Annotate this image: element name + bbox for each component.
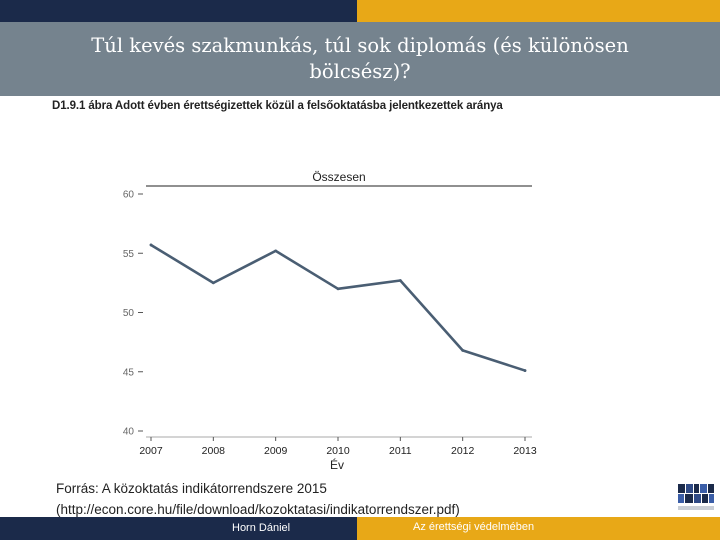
x-tick-label: 2009 xyxy=(264,445,288,457)
y-tick-label: 60 xyxy=(123,190,135,201)
series-line xyxy=(149,243,527,372)
x-tick-label: 2010 xyxy=(326,445,350,457)
data-point xyxy=(149,243,153,247)
data-point xyxy=(274,249,278,253)
institute-logo xyxy=(678,484,714,510)
y-tick-label: 55 xyxy=(123,249,135,260)
figure-title: D1.9.1 ábra Adott évben érettségizettek … xyxy=(52,100,503,112)
y-tick-label: 50 xyxy=(123,308,135,319)
data-point xyxy=(523,369,527,372)
y-tick-label: 40 xyxy=(123,427,135,438)
footer-bar-gold xyxy=(357,517,720,540)
footer-motto: Az érettségi védelmében xyxy=(413,521,535,533)
data-point xyxy=(398,279,402,282)
x-tick-label: 2008 xyxy=(202,445,226,457)
footer-author: Horn Dániel xyxy=(232,522,291,534)
x-tick-label: 2011 xyxy=(389,445,412,457)
top-bar-gold xyxy=(357,0,720,22)
x-tick-label: 2013 xyxy=(513,445,537,457)
footer-bar-dark xyxy=(0,517,357,540)
x-axis-title: Év xyxy=(330,457,344,472)
x-tick-label: 2012 xyxy=(451,445,475,457)
top-bar-dark xyxy=(0,0,357,22)
source-note: Forrás: A közoktatás indikátorrendszere … xyxy=(56,478,460,520)
x-tick-label: 2007 xyxy=(139,445,163,457)
chart-panel-title: Összesen xyxy=(312,170,365,184)
source-line-1: Forrás: A közoktatás indikátorrendszere … xyxy=(56,481,327,496)
y-tick-label: 45 xyxy=(123,367,135,378)
source-line-2: (http://econ.core.hu/file/download/kozok… xyxy=(56,502,460,517)
slide-title: Túl kevés szakmunkás, túl sok diplomás (… xyxy=(91,34,629,83)
data-point xyxy=(336,287,340,291)
slide-header: Túl kevés szakmunkás, túl sok diplomás (… xyxy=(0,22,720,96)
data-point xyxy=(211,281,215,285)
data-point xyxy=(461,349,465,352)
